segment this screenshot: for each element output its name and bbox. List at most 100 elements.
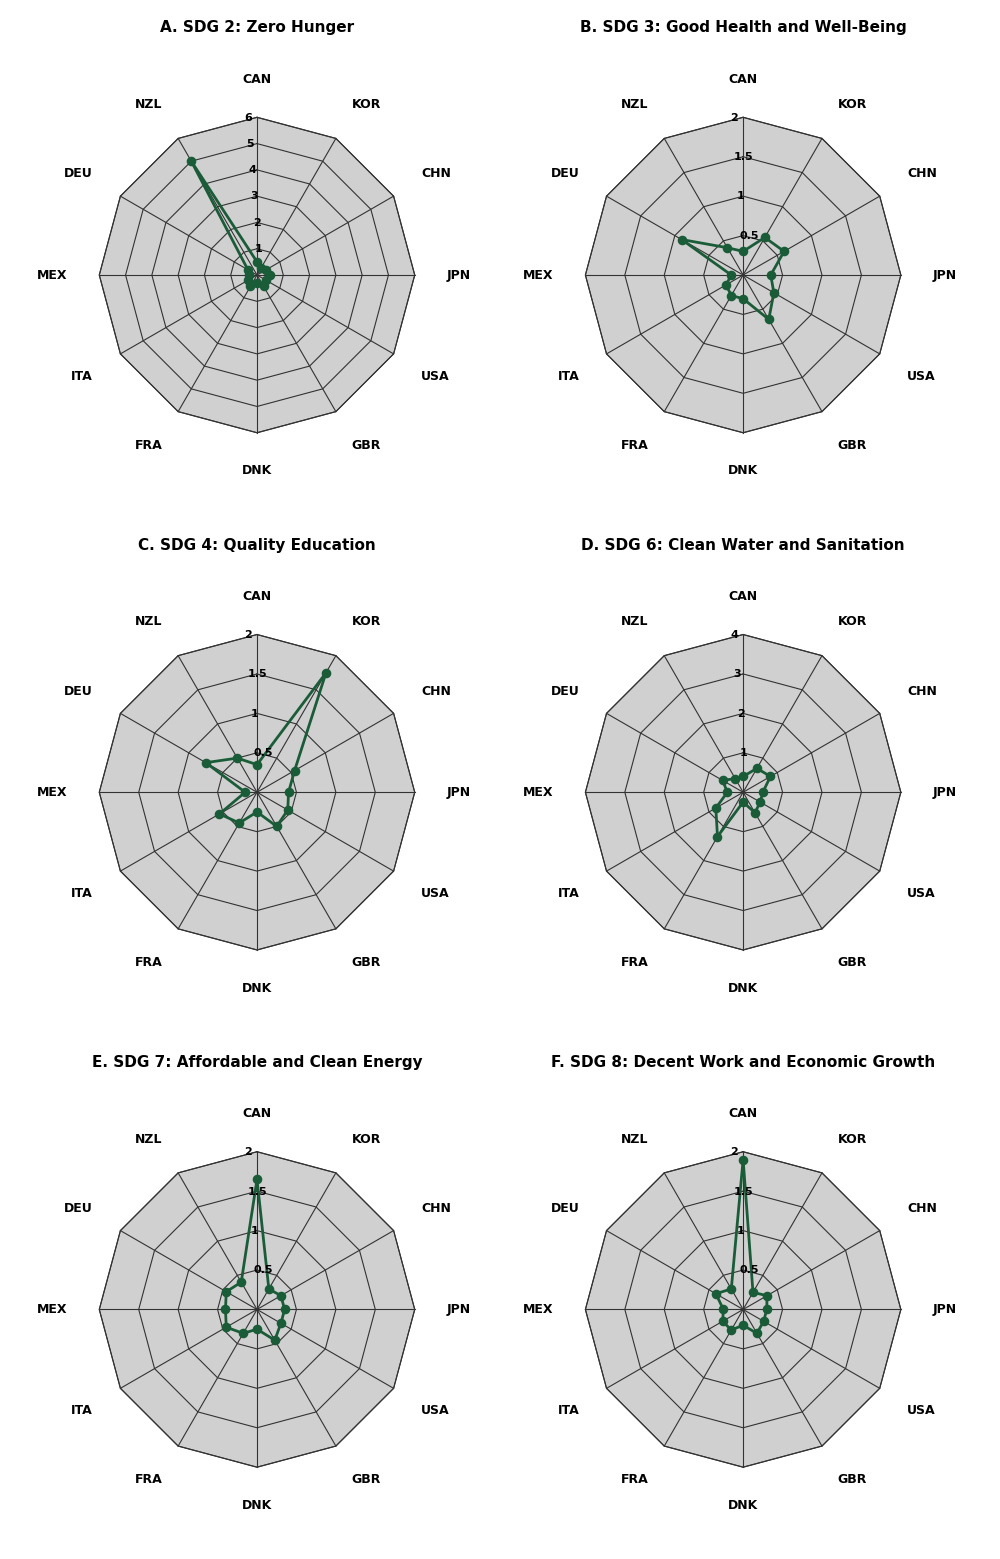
Point: [674, 228, 690, 253]
Text: FRA: FRA: [621, 956, 648, 970]
Text: 1: 1: [737, 192, 745, 201]
Polygon shape: [585, 117, 901, 433]
Text: 1: 1: [740, 748, 748, 758]
Text: 1: 1: [737, 1225, 745, 1236]
Point: [249, 1317, 265, 1342]
Point: [735, 287, 751, 312]
Point: [240, 268, 256, 293]
Point: [241, 262, 257, 287]
Point: [198, 750, 214, 775]
Text: KOR: KOR: [352, 98, 381, 111]
Point: [235, 1320, 251, 1345]
Point: [776, 239, 792, 263]
Point: [261, 1277, 277, 1302]
Point: [735, 764, 751, 789]
Text: DEU: DEU: [550, 167, 579, 181]
Text: NZL: NZL: [621, 98, 648, 111]
Text: 4: 4: [249, 165, 256, 175]
Point: [763, 262, 779, 287]
Text: ITA: ITA: [557, 887, 579, 900]
Text: 1.5: 1.5: [734, 1186, 753, 1197]
Point: [273, 1311, 289, 1336]
Point: [735, 1313, 751, 1338]
Text: FRA: FRA: [621, 440, 648, 452]
Text: 3: 3: [251, 192, 258, 201]
Text: USA: USA: [421, 1405, 450, 1417]
Text: NZL: NZL: [621, 616, 648, 628]
Point: [759, 1297, 775, 1322]
Point: [735, 239, 751, 263]
Text: 2: 2: [737, 709, 745, 719]
Point: [231, 811, 247, 836]
Point: [233, 1269, 249, 1294]
Point: [256, 274, 272, 299]
Text: DNK: DNK: [242, 1498, 272, 1512]
Point: [708, 795, 724, 820]
Text: ITA: ITA: [557, 1405, 579, 1417]
Text: JPN: JPN: [932, 786, 957, 798]
Text: DEU: DEU: [64, 684, 93, 697]
Point: [766, 281, 782, 306]
Text: 5: 5: [247, 139, 254, 150]
Text: USA: USA: [907, 1405, 936, 1417]
Point: [715, 769, 731, 794]
Text: GBR: GBR: [838, 1473, 867, 1486]
Polygon shape: [585, 1152, 901, 1467]
Point: [755, 780, 771, 804]
Text: 4: 4: [731, 630, 738, 641]
Point: [287, 758, 303, 783]
Text: JPN: JPN: [446, 1303, 470, 1316]
Point: [708, 1281, 724, 1306]
Text: NZL: NZL: [135, 1132, 162, 1146]
Point: [723, 262, 739, 287]
Point: [715, 1310, 731, 1335]
Point: [183, 148, 199, 173]
Text: JPN: JPN: [446, 786, 470, 798]
Point: [719, 780, 735, 804]
Text: GBR: GBR: [352, 956, 381, 970]
Text: KOR: KOR: [838, 1132, 867, 1146]
Text: ITA: ITA: [71, 369, 93, 382]
Point: [262, 262, 278, 287]
Point: [735, 789, 751, 814]
Point: [240, 257, 256, 282]
Text: NZL: NZL: [621, 1132, 648, 1146]
Point: [229, 745, 245, 770]
Text: 2: 2: [731, 1147, 738, 1157]
Text: FRA: FRA: [621, 1473, 648, 1486]
Text: DNK: DNK: [242, 982, 272, 995]
Text: FRA: FRA: [135, 1473, 162, 1486]
Text: 0.5: 0.5: [740, 1266, 759, 1275]
Point: [249, 800, 265, 825]
Point: [747, 800, 763, 825]
Point: [718, 273, 734, 298]
Text: CHN: CHN: [907, 684, 937, 697]
Text: DEU: DEU: [64, 167, 93, 181]
Text: 0.5: 0.5: [254, 1266, 273, 1275]
Point: [281, 780, 297, 804]
Point: [757, 224, 773, 249]
Point: [756, 1310, 772, 1335]
Text: 1: 1: [251, 1225, 258, 1236]
Polygon shape: [99, 635, 415, 949]
Text: CHN: CHN: [421, 1202, 451, 1214]
Text: 1: 1: [255, 243, 263, 254]
Text: USA: USA: [421, 887, 450, 900]
Text: CHN: CHN: [907, 1202, 937, 1214]
Text: 1: 1: [251, 709, 258, 719]
Text: MEX: MEX: [523, 268, 554, 282]
Point: [719, 235, 735, 260]
Text: KOR: KOR: [352, 1132, 381, 1146]
Text: 1.5: 1.5: [248, 1186, 267, 1197]
Text: CHN: CHN: [421, 684, 451, 697]
Text: MEX: MEX: [523, 786, 554, 798]
Title: F. SDG 8: Decent Work and Economic Growth: F. SDG 8: Decent Work and Economic Growt…: [551, 1055, 935, 1069]
Text: 1.5: 1.5: [734, 153, 753, 162]
Point: [752, 789, 768, 814]
Point: [277, 1297, 293, 1322]
Text: CAN: CAN: [729, 589, 758, 603]
Point: [253, 256, 269, 281]
Text: USA: USA: [421, 369, 450, 382]
Text: MEX: MEX: [523, 1303, 554, 1316]
Text: USA: USA: [907, 887, 936, 900]
